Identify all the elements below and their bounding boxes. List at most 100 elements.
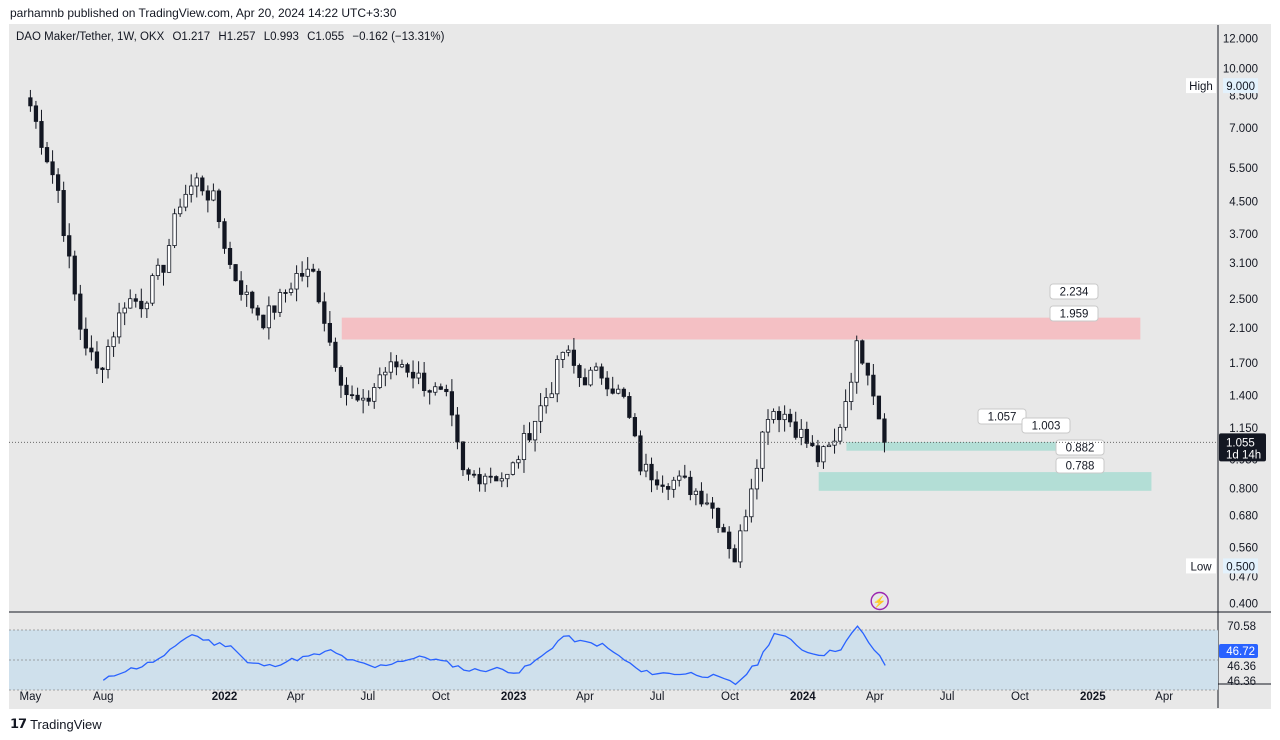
- chart-area[interactable]: [9, 24, 1271, 709]
- time-tick-label: Oct: [721, 691, 740, 703]
- candle-body: [871, 374, 876, 397]
- candle-body: [477, 474, 482, 485]
- candle-body: [865, 362, 870, 376]
- candle-body: [854, 340, 859, 383]
- candle-body: [727, 531, 732, 550]
- candle-body: [399, 364, 405, 368]
- candle-body: [166, 245, 172, 273]
- change-value: −0.162 (−13.31%): [352, 31, 445, 43]
- price-tick-label: 3.100: [1229, 258, 1258, 270]
- price-tick-label: 10.000: [1223, 64, 1258, 76]
- candle-body: [732, 548, 737, 563]
- candle-body: [244, 291, 249, 295]
- publish-info: parhamnb published on TradingView.com, A…: [10, 6, 397, 20]
- price-tick-label: 2.100: [1229, 323, 1258, 335]
- candle-body: [632, 417, 638, 437]
- price-tick-label: 3.700: [1229, 229, 1258, 241]
- candle-body: [627, 396, 632, 418]
- time-tick-label: Apr: [1155, 691, 1173, 703]
- candle-body: [654, 479, 660, 486]
- candle-body: [710, 502, 715, 509]
- candle-body: [305, 268, 310, 277]
- price-tick-label: 5.500: [1229, 163, 1258, 175]
- candle-body: [283, 292, 288, 294]
- price-tick-label: 1.700: [1229, 358, 1258, 370]
- candle-body: [582, 377, 588, 386]
- price-tick-label: 1.400: [1229, 390, 1258, 402]
- candle-body: [239, 280, 244, 295]
- price-tick-label: 4.500: [1229, 196, 1258, 208]
- time-tick-label: Oct: [432, 691, 451, 703]
- candle-body: [660, 484, 665, 487]
- candle-body: [72, 255, 77, 295]
- time-tick-label: 2025: [1080, 691, 1106, 703]
- candle-body: [133, 298, 138, 302]
- price-tick-label: 8.500: [1229, 91, 1258, 103]
- candle-body: [111, 336, 116, 348]
- candle-body: [67, 235, 72, 257]
- open-value: O1.217: [172, 31, 211, 43]
- candle-body: [704, 502, 710, 505]
- candle-body: [227, 248, 233, 265]
- candle-body: [488, 475, 493, 478]
- zone-label-1959-box: [1049, 305, 1099, 322]
- candle-body: [505, 473, 510, 480]
- candle-body: [699, 490, 704, 505]
- time-tick-label: Jul: [361, 691, 376, 703]
- candle-body: [532, 420, 538, 441]
- candle-body: [255, 307, 260, 316]
- candle-body: [621, 388, 626, 397]
- candle-body: [222, 221, 227, 249]
- zone-label-1057-box: [977, 408, 1027, 425]
- time-tick-label: Apr: [287, 691, 305, 703]
- candle-body: [538, 405, 543, 422]
- zone-label-2234-box: [1049, 283, 1099, 300]
- candle-body: [577, 365, 582, 379]
- candle-body: [610, 388, 615, 394]
- zone-label-1057: 1.057: [988, 412, 1017, 424]
- time-tick-label: 2024: [790, 691, 816, 703]
- last-price-value: 1.055: [1226, 437, 1255, 449]
- price-tick-label: 0.560: [1229, 543, 1258, 555]
- candle-body: [216, 190, 222, 223]
- candle-body: [272, 305, 277, 313]
- marker-high-value-box: [1223, 78, 1258, 94]
- candle-body: [799, 428, 804, 438]
- candle-body: [643, 463, 649, 472]
- candle-body: [510, 462, 516, 475]
- candle-body: [322, 301, 327, 324]
- candle-body: [605, 377, 610, 390]
- candle-body: [261, 314, 266, 329]
- candle-body: [638, 435, 643, 472]
- time-tick-label: 2023: [501, 691, 527, 703]
- candle-body: [571, 349, 577, 366]
- zone-label-1003: 1.003: [1032, 421, 1061, 433]
- candle-body: [105, 346, 111, 370]
- candle-body: [521, 433, 527, 461]
- candle-body: [94, 351, 100, 369]
- candle-body: [211, 190, 216, 201]
- candle-body: [333, 341, 338, 368]
- candle-body: [189, 185, 194, 195]
- candle-body: [33, 105, 39, 122]
- candle-body: [815, 445, 821, 463]
- candle-body: [61, 190, 66, 237]
- candle-body: [183, 193, 188, 208]
- last-price-countdown: 1d 14h: [1226, 449, 1261, 461]
- candle-body: [150, 275, 155, 304]
- price-tick-label: 0.400: [1229, 598, 1258, 610]
- candle-body: [410, 371, 416, 379]
- candle-body: [288, 288, 294, 293]
- tradingview-brand[interactable]: 𝟭𝟳 TradingView: [10, 716, 102, 732]
- candle-body: [882, 418, 887, 443]
- candle-body: [832, 440, 837, 446]
- candle-body: [122, 307, 127, 314]
- rsi-line: [102, 625, 886, 686]
- candle-body: [460, 441, 466, 471]
- rsi-tick-label: 46.36: [1227, 676, 1256, 688]
- candle-body: [50, 161, 55, 176]
- marker-low-value: 0.500: [1226, 561, 1255, 573]
- candle-body: [527, 433, 532, 441]
- candle-body: [377, 374, 382, 388]
